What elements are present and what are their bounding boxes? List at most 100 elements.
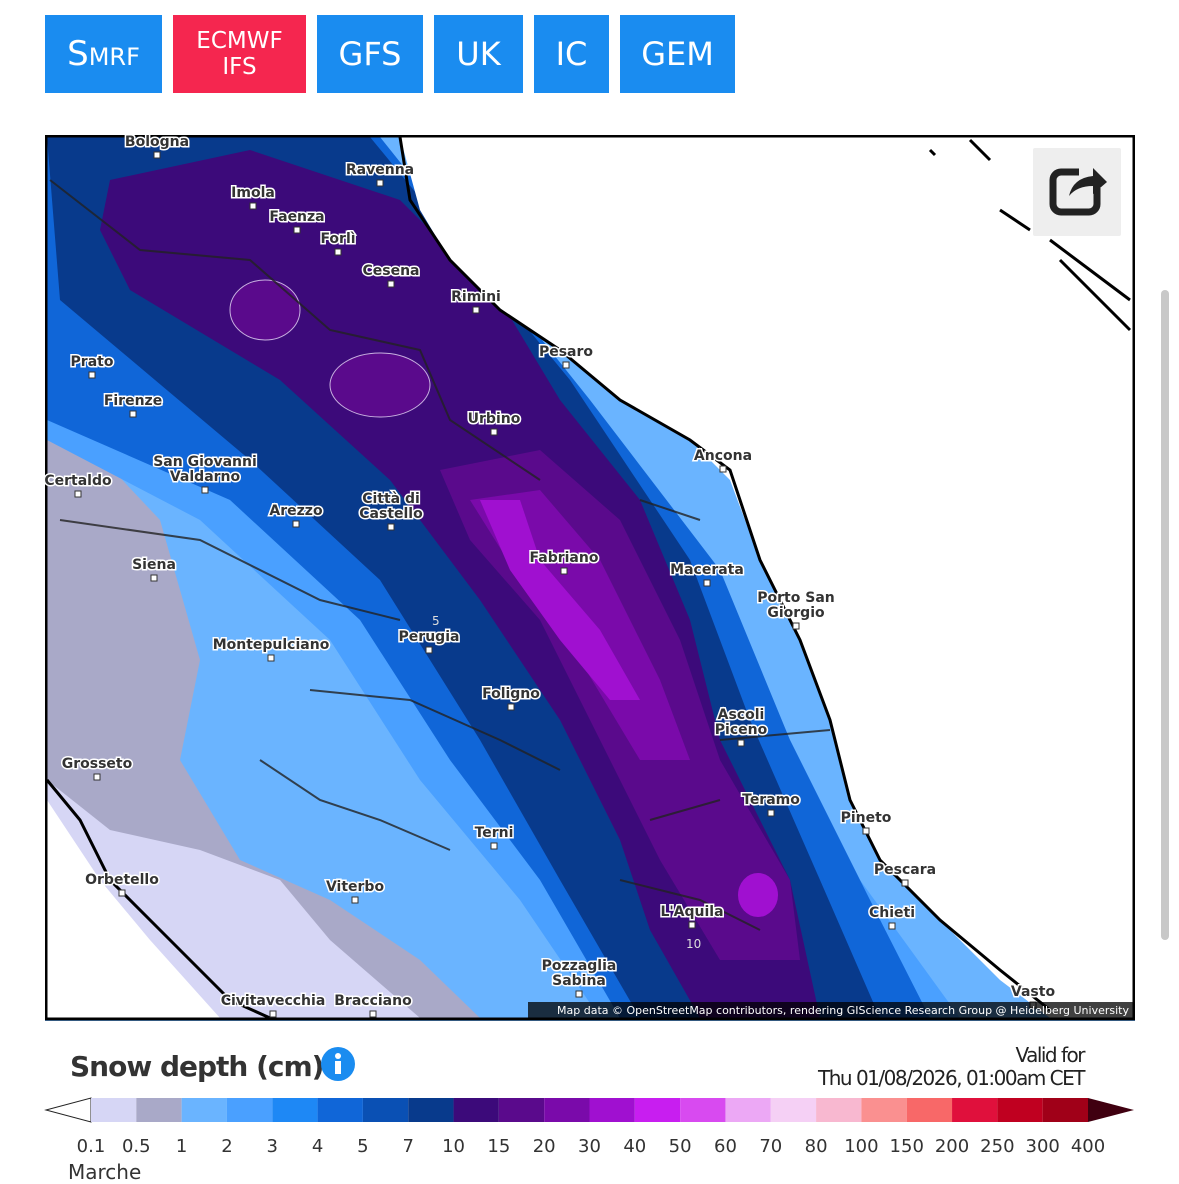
city-label: Imola <box>231 185 275 201</box>
colorbar-segment <box>544 1098 590 1122</box>
attribution: Map data © OpenStreetMap contributors, r… <box>557 1004 1129 1017</box>
city-marker <box>901 879 909 887</box>
colorbar-tick-label: 3 <box>267 1136 278 1157</box>
city-marker <box>767 809 775 817</box>
map: Bologna Ravenna Imola Faenza Forlì Cesena Rimi… <box>45 135 1135 1021</box>
city-label: Foligno <box>482 686 540 702</box>
coastline <box>398 136 1051 1012</box>
city-marker <box>376 179 384 187</box>
coastline <box>45 779 271 1020</box>
colorbar-tick-label: 5 <box>357 1136 368 1157</box>
colorbar-tick-label: 400 <box>1071 1136 1105 1157</box>
colorbar-segment <box>816 1098 862 1122</box>
attribution-bg <box>528 1002 1133 1018</box>
colorbar-segment <box>272 1098 318 1122</box>
city-marker <box>862 827 870 835</box>
colorbar-tick-label: 150 <box>890 1136 924 1157</box>
colorbar-under <box>44 1097 92 1123</box>
tab-label: GFS <box>338 35 402 73</box>
city-label: Terni <box>475 825 514 841</box>
city-label: Rimini <box>451 289 501 305</box>
colorbar-tick-label: 7 <box>403 1136 414 1157</box>
legend-title: Snow depth (cm) <box>70 1050 324 1083</box>
city-marker <box>425 646 433 654</box>
valid-time: Thu 01/08/2026, 01:00am CET <box>818 1066 1085 1090</box>
colorbar-tick-label: 100 <box>844 1136 878 1157</box>
tab-label: IC <box>555 35 588 73</box>
colorbar-segment <box>680 1098 726 1122</box>
colorbar-tick-label: 15 <box>487 1136 510 1157</box>
tab-label: GEM <box>641 35 714 73</box>
city-label: Macerata <box>670 562 744 578</box>
model-tab[interactable]: IC <box>534 15 609 93</box>
tab-label: SMRF <box>67 34 140 74</box>
city-marker <box>472 306 480 314</box>
city-label: Arezzo <box>269 503 323 519</box>
colorbar-segment <box>453 1098 499 1122</box>
city-label: Certaldo <box>45 473 112 489</box>
city-label: Vasto <box>1011 984 1056 1000</box>
city-marker <box>490 842 498 850</box>
model-tab[interactable]: GFS <box>317 15 423 93</box>
map-frame <box>45 135 1135 1021</box>
colorbar-tick-label: 4 <box>312 1136 323 1157</box>
colorbar-tick-label: 300 <box>1026 1136 1060 1157</box>
info-icon[interactable] <box>320 1046 356 1082</box>
city-marker <box>153 151 161 159</box>
city-marker <box>737 739 745 747</box>
city-label: Faenza <box>269 209 324 225</box>
city-marker <box>269 1010 277 1018</box>
city-marker <box>334 248 342 256</box>
colorbar-tick-label: 30 <box>578 1136 601 1157</box>
colorbar-segment <box>634 1098 681 1122</box>
city-label: Grosseto <box>62 756 133 772</box>
colorbar-segment <box>725 1098 771 1122</box>
city-label: Perugia <box>399 629 460 645</box>
city-marker <box>560 567 568 575</box>
colorbar-segment <box>589 1098 635 1122</box>
colorbar-segment <box>498 1098 545 1122</box>
colorbar-tick-label: 40 <box>623 1136 646 1157</box>
city-marker <box>292 520 300 528</box>
colorbar-segment <box>226 1098 273 1122</box>
city-label: Civitavecchia <box>221 993 326 1009</box>
city-marker <box>267 654 275 662</box>
scrollbar[interactable] <box>1161 290 1169 940</box>
city-label: Pesaro <box>539 344 593 360</box>
colorbar-tick-label: 70 <box>759 1136 782 1157</box>
share-button[interactable] <box>1033 148 1121 236</box>
section-label: Marche <box>68 1160 142 1184</box>
city-marker <box>387 280 395 288</box>
colorbar-tick-label: 10 <box>442 1136 465 1157</box>
colorbar-segment <box>770 1098 817 1122</box>
model-tab[interactable]: GEM <box>620 15 735 93</box>
colorbar-tick-label: 250 <box>980 1136 1014 1157</box>
model-tab[interactable]: ECMWF IFS <box>173 15 306 93</box>
city-marker <box>150 574 158 582</box>
city-label: Bologna <box>125 135 189 150</box>
city-marker <box>575 990 583 998</box>
city-label: Forlì <box>320 231 355 247</box>
colorbar-over <box>1088 1098 1134 1122</box>
model-tab[interactable]: UK <box>434 15 523 93</box>
field <box>329 352 431 418</box>
model-tab[interactable]: SMRF <box>45 15 162 93</box>
city-marker <box>888 922 896 930</box>
colorbar: 0.1 0.5 1 2 3 4 5 7 10 15 20 30 40 50 60 70 80 100 150 200 2… <box>44 1097 1134 1157</box>
city-label: Cesena <box>362 263 419 279</box>
colorbar-segment <box>997 1098 1043 1122</box>
tab-label: ECMWF IFS <box>196 28 283 80</box>
city-marker <box>719 465 727 473</box>
colorbar-segment <box>952 1098 998 1122</box>
city-label: Ascoli Piceno <box>715 707 768 738</box>
colorbar-segment <box>136 1098 182 1122</box>
colorbar-tick-label: 1 <box>176 1136 187 1157</box>
field <box>229 279 301 341</box>
colorbar-tick-label: 60 <box>714 1136 737 1157</box>
city-label: Chieti <box>869 905 915 921</box>
border <box>49 179 831 931</box>
city-marker <box>118 889 126 897</box>
city-marker <box>293 226 301 234</box>
colorbar-segment <box>181 1098 227 1122</box>
